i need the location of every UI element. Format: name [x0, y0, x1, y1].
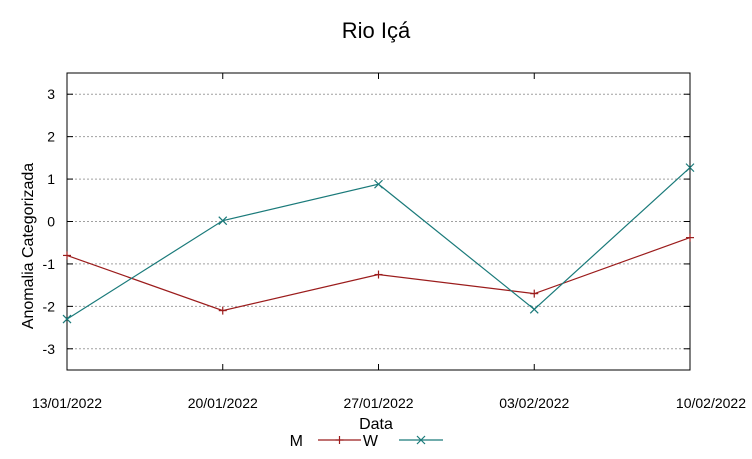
series-m-point: [63, 251, 71, 260]
series-w-line: [66, 167, 691, 320]
legend-marker-w: [416, 435, 426, 445]
x-axis-label: Data: [359, 416, 393, 433]
x-tick-label: 03/02/2022: [499, 395, 569, 411]
series-m-point: [218, 306, 227, 315]
series-m-point: [374, 270, 383, 279]
series-m-point: [686, 233, 694, 242]
y-axis-label: Anomalia Categorizada: [20, 163, 37, 329]
y-tick-label: -3: [43, 341, 56, 357]
series-w-point: [685, 163, 695, 173]
chart-title: Rio Içá: [342, 18, 411, 43]
legend-marker-m: [335, 436, 344, 444]
x-tick-label: 20/01/2022: [188, 395, 258, 411]
series-w-point: [218, 216, 228, 226]
x-tick-label: 13/01/2022: [32, 395, 102, 411]
legend-label-w: W: [363, 433, 379, 450]
series-m-point: [530, 289, 539, 298]
grid: [67, 93, 690, 350]
y-tick-label: 1: [47, 171, 55, 187]
y-tick-label: 3: [47, 86, 55, 102]
y-axis: -3 -2 -1 0 1 2 3: [43, 86, 690, 357]
x-axis: 13/01/2022 20/01/2022 27/01/2022 03/02/2022…: [32, 73, 746, 411]
y-tick-label: -2: [43, 298, 56, 314]
legend-label-m: M: [290, 433, 303, 450]
series-w-point: [374, 179, 383, 189]
series-layer: [62, 163, 695, 324]
y-tick-label: -1: [43, 256, 56, 272]
y-tick-label: 2: [47, 129, 55, 145]
x-tick-label: 27/01/2022: [343, 395, 413, 411]
series-w-point: [529, 304, 539, 314]
x-tick-label: 10/02/2022: [676, 395, 746, 411]
y-tick-label: 0: [47, 214, 55, 230]
series-w-point: [62, 314, 72, 324]
